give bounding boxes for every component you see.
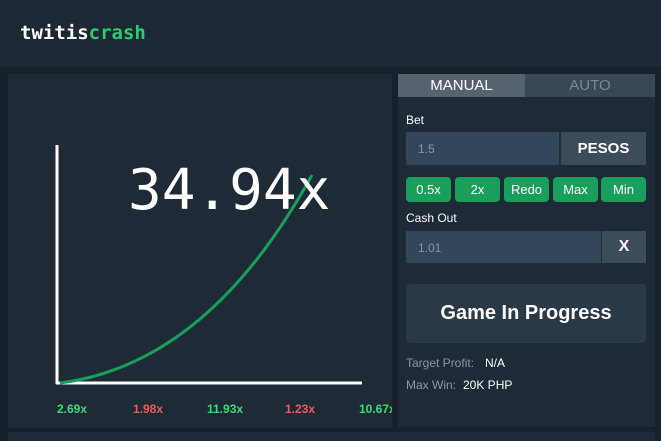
tab[interactable]: MANUAL: [398, 74, 525, 97]
bottom-bar: [8, 432, 655, 441]
value: N/A: [485, 356, 506, 370]
history-item: 1.23x: [285, 402, 316, 416]
logo-text: twitis: [20, 22, 89, 44]
quick-button[interactable]: 0.5x: [406, 177, 451, 202]
value: 20K PHP: [463, 378, 513, 392]
history-item: 10.67x: [359, 402, 392, 416]
label: Bet: [406, 113, 425, 127]
graph: [55, 145, 362, 385]
quick-button[interactable]: Min: [601, 177, 646, 202]
tab[interactable]: AUTO: [525, 74, 655, 97]
history-item: 11.93x: [207, 402, 244, 416]
label: Cash Out: [406, 211, 457, 225]
bet-input[interactable]: 1.5: [406, 132, 559, 165]
label: Max Win:: [406, 378, 457, 392]
status-button[interactable]: Game In Progress: [406, 284, 646, 343]
quick-button[interactable]: 2x: [455, 177, 500, 202]
clear-button[interactable]: X: [602, 231, 646, 263]
logo-text: crash: [88, 22, 146, 44]
history-item: 1.98x: [133, 402, 164, 416]
quick-button[interactable]: Redo: [504, 177, 549, 202]
currency-button[interactable]: PESOS: [561, 132, 646, 165]
game-panel: 34.94x 2.69x 1.98x 11.93x 1.23x 10.67x: [8, 74, 392, 428]
quick-button[interactable]: Max: [553, 177, 598, 202]
label: Target Profit:: [406, 356, 475, 370]
header: twitiscrash: [0, 0, 661, 67]
curve: [59, 174, 314, 385]
history-item: 2.69x: [57, 402, 88, 416]
control-panel: MANUAL AUTO Bet 1.5 PESOS Cash Out 1.01 …: [398, 74, 655, 427]
multiplier: 34.94x: [128, 158, 331, 223]
cashout-input[interactable]: 1.01: [406, 231, 601, 263]
logo[interactable]: twitiscrash: [20, 22, 146, 44]
